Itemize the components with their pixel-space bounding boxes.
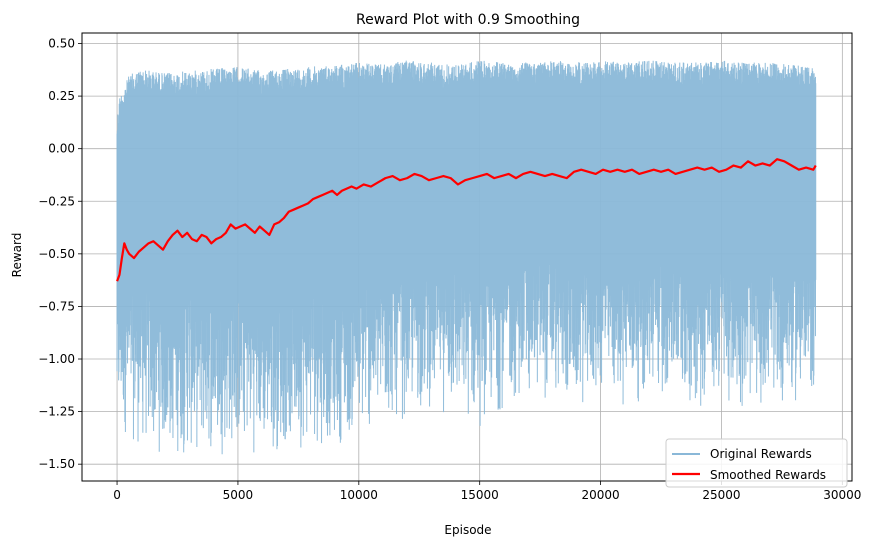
x-tick-label: 25000 [702, 488, 740, 502]
x-tick-label: 20000 [581, 488, 619, 502]
x-tick-label: 15000 [461, 488, 499, 502]
x-tick-label: 30000 [823, 488, 861, 502]
legend-box [665, 438, 848, 488]
original-rewards-line [116, 60, 817, 455]
y-tick-label: −1.00 [38, 352, 75, 366]
x-axis-label: Episode [444, 523, 491, 537]
x-tick-label: 10000 [340, 488, 378, 502]
smoothed-rewards-line [116, 158, 817, 282]
y-tick-label: −0.75 [38, 299, 75, 313]
original-rewards-band [116, 60, 817, 455]
legend: Original Rewards Smoothed Rewards [665, 438, 848, 488]
chart-title: Reward Plot with 0.9 Smoothing [356, 12, 580, 28]
plot-frame [81, 32, 853, 482]
y-axis-ticks: 0.50 0.25 0.00 −0.25 −0.50 −0.75 −1.00 −1.25 −1.… [38, 37, 82, 471]
y-tick-label: 0.00 [48, 142, 75, 156]
legend-label-smoothed: Smoothed Rewards [710, 468, 826, 482]
legend-label-original: Original Rewards [710, 447, 812, 461]
x-tick-label: 5000 [223, 488, 254, 502]
y-tick-label: 0.50 [48, 37, 75, 51]
x-tick-label: 0 [113, 488, 121, 502]
smoothed-rewards-layer [116, 158, 817, 282]
y-tick-label: −0.50 [38, 247, 75, 261]
y-axis-label: Reward [10, 233, 24, 278]
x-axis-ticks: 0 5000 10000 15000 20000 25000 30000 [113, 481, 861, 502]
y-tick-label: −0.25 [38, 194, 75, 208]
y-tick-label: 0.25 [48, 89, 75, 103]
y-tick-label: −1.50 [38, 457, 75, 471]
y-tick-label: −1.25 [38, 405, 75, 419]
